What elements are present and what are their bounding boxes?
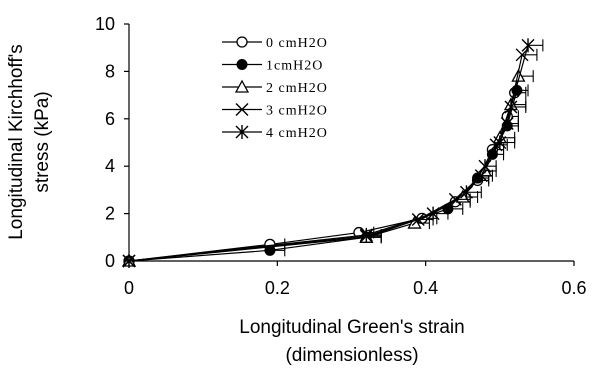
series-4	[122, 38, 544, 268]
y-tick-label: 4	[105, 156, 115, 176]
x-tick-label: 0	[124, 278, 134, 298]
legend-entry: 0 cmH2O	[222, 36, 328, 51]
legend-label: 4 cmH2O	[266, 126, 328, 141]
data-point	[426, 206, 440, 221]
data-point-stroke-b	[500, 117, 514, 131]
y-tick-label: 6	[105, 109, 115, 129]
legend-marker	[234, 79, 250, 93]
data-point	[478, 159, 492, 174]
data-point	[411, 213, 425, 227]
legend-label: 1cmH2O	[266, 59, 323, 74]
legend-marker	[236, 59, 248, 70]
y-axis-title-line2: stress (kPa)	[32, 91, 53, 192]
series-line	[128, 45, 529, 262]
legend-label: 0 cmH2O	[266, 36, 328, 51]
y-tick-label: 0	[105, 251, 115, 271]
legend-entry: 2 cmH2O	[222, 79, 328, 96]
series-line	[128, 54, 523, 262]
legend-label: 2 cmH2O	[266, 81, 328, 96]
legend-marker-stroke-b	[235, 103, 249, 116]
data-point-stroke-b	[411, 213, 425, 227]
legend-marker-shape	[236, 59, 248, 70]
x-tick-label: 0.2	[265, 278, 290, 298]
data-point	[493, 135, 507, 150]
legend-entry: 1cmH2O	[222, 59, 323, 74]
data-point	[459, 185, 473, 200]
legend-entry: 3 cmH2O	[222, 103, 328, 119]
legend: 0 cmH2O 1cmH2O 2 cmH2O 3 cmH2O 4 cmH2O	[222, 36, 328, 141]
series-3	[122, 48, 538, 268]
legend-marker	[235, 103, 249, 116]
x-axis-title-line2: (dimensionless)	[285, 345, 418, 366]
legend-marker-shape	[234, 79, 250, 93]
data-point	[504, 99, 518, 114]
legend-entry: 4 cmH2O	[222, 125, 328, 141]
x-axis-title-line1: Longitudinal Green's strain	[239, 317, 464, 338]
legend-marker	[235, 125, 249, 139]
legend-marker	[236, 36, 248, 48]
y-tick-label: 2	[105, 204, 115, 224]
legend-label: 3 cmH2O	[266, 104, 328, 119]
axes	[128, 24, 574, 262]
y-tick-label: 10	[95, 14, 115, 34]
data-point	[359, 227, 373, 242]
data-point	[521, 38, 535, 53]
plot-area	[121, 38, 544, 268]
x-tick-label: 0.6	[561, 278, 586, 298]
legend-marker-shape	[236, 36, 248, 48]
tick-labels: 0 0.2 0.4 0.6 0 2 4 6 8 10	[95, 14, 587, 298]
y-axis-title-line1: Longitudinal Kirchhoff's	[6, 44, 27, 240]
x-tick-label: 0.4	[413, 278, 438, 298]
data-point	[500, 117, 514, 131]
y-tick-label: 8	[105, 61, 115, 81]
